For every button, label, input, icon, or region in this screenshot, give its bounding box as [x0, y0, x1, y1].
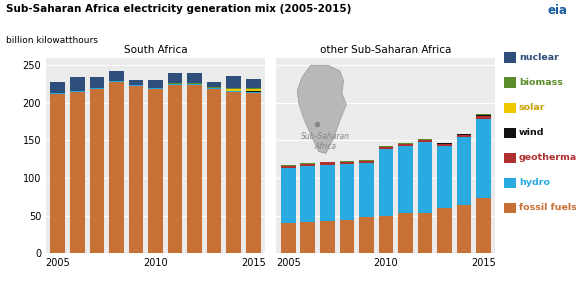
Bar — [476, 115, 491, 116]
Title: South Africa: South Africa — [124, 46, 187, 55]
Bar — [187, 85, 202, 253]
Bar — [301, 163, 315, 164]
Bar — [457, 137, 471, 205]
Bar — [246, 79, 260, 88]
Bar — [148, 89, 163, 253]
Text: billion kilowatthours: billion kilowatthours — [6, 36, 98, 45]
Bar — [281, 168, 295, 223]
Bar — [457, 135, 471, 137]
Text: Sub-Saharan Africa electricity generation mix (2005-2015): Sub-Saharan Africa electricity generatio… — [6, 4, 351, 14]
Bar — [109, 81, 124, 82]
Bar — [359, 161, 374, 163]
Bar — [437, 144, 452, 147]
Text: wind: wind — [519, 128, 544, 137]
Bar — [207, 82, 222, 87]
Bar — [187, 83, 202, 84]
Bar — [187, 73, 202, 83]
Title: other Sub-Saharan Africa: other Sub-Saharan Africa — [320, 46, 452, 55]
Bar — [457, 134, 471, 135]
Bar — [437, 208, 452, 253]
Text: biomass: biomass — [519, 78, 563, 87]
Bar — [226, 92, 241, 253]
Bar — [109, 82, 124, 253]
Bar — [246, 92, 260, 93]
Bar — [339, 164, 354, 219]
Bar — [476, 114, 491, 115]
Bar — [168, 84, 183, 85]
Bar — [226, 76, 241, 88]
Bar — [359, 217, 374, 253]
Bar — [398, 143, 413, 144]
Bar — [418, 142, 433, 213]
Bar — [378, 216, 393, 253]
Bar — [128, 86, 143, 253]
Polygon shape — [297, 65, 346, 154]
Bar — [301, 164, 315, 166]
Bar — [109, 71, 124, 81]
Bar — [207, 88, 222, 89]
Bar — [226, 91, 241, 92]
Bar — [207, 87, 222, 88]
Text: solar: solar — [519, 103, 545, 112]
Bar — [476, 198, 491, 253]
Bar — [339, 219, 354, 253]
Bar — [246, 88, 260, 89]
Bar — [301, 222, 315, 253]
Bar — [476, 119, 491, 198]
Bar — [339, 162, 354, 164]
Bar — [168, 85, 183, 253]
Text: fossil fuels: fossil fuels — [519, 203, 576, 213]
Bar — [398, 144, 413, 147]
Text: Sub-Saharan
Africa: Sub-Saharan Africa — [301, 132, 350, 151]
Bar — [226, 88, 241, 89]
Bar — [437, 147, 452, 208]
Bar — [418, 139, 433, 140]
Bar — [457, 205, 471, 253]
Bar — [246, 89, 260, 91]
Bar — [51, 93, 65, 94]
Bar — [51, 82, 65, 93]
Bar — [148, 80, 163, 88]
Text: nuclear: nuclear — [519, 53, 559, 62]
Bar — [320, 221, 335, 253]
Bar — [476, 116, 491, 119]
Bar — [168, 83, 183, 84]
Bar — [70, 92, 85, 253]
Bar — [207, 89, 222, 253]
Bar — [70, 77, 85, 92]
Bar — [187, 84, 202, 85]
Bar — [320, 164, 335, 221]
Bar — [89, 88, 104, 89]
Bar — [437, 143, 452, 144]
Bar — [301, 166, 315, 222]
Bar — [281, 165, 295, 166]
Bar — [378, 147, 393, 149]
Text: eia: eia — [547, 4, 567, 17]
Bar — [51, 94, 65, 253]
Bar — [148, 88, 163, 89]
Bar — [398, 213, 413, 253]
Bar — [89, 77, 104, 88]
Bar — [246, 93, 260, 253]
Bar — [246, 91, 260, 92]
Bar — [168, 73, 183, 83]
Bar — [378, 149, 393, 216]
Bar — [398, 147, 413, 213]
Bar — [89, 89, 104, 253]
Text: hydro: hydro — [519, 178, 550, 187]
Bar — [281, 223, 295, 253]
Bar — [320, 162, 335, 164]
Bar — [281, 166, 295, 168]
Bar — [418, 213, 433, 253]
Bar — [418, 140, 433, 142]
Bar — [128, 80, 143, 86]
Bar — [359, 163, 374, 217]
Text: geothermal: geothermal — [519, 153, 576, 162]
Bar — [226, 89, 241, 91]
Bar — [339, 161, 354, 162]
Bar — [359, 160, 374, 161]
